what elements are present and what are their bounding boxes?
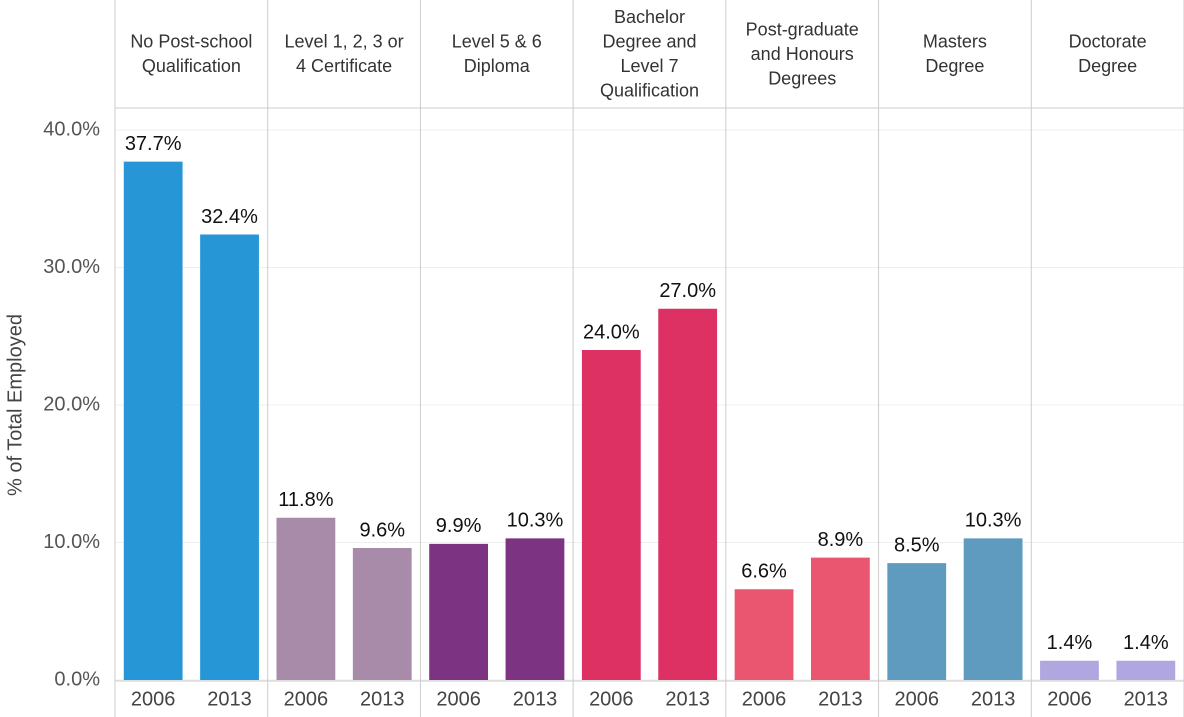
x-tick-label: 2013 (360, 688, 405, 710)
x-tick-label: 2013 (971, 688, 1016, 710)
bar (963, 538, 1023, 680)
x-tick-label: 2006 (742, 688, 787, 710)
value-label: 27.0% (659, 280, 716, 302)
value-label: 8.5% (894, 534, 940, 556)
group-header: Level 1, 2, 3 or (285, 32, 404, 52)
y-tick-label: 40.0% (43, 118, 100, 140)
bar (505, 538, 565, 680)
y-tick-label: 30.0% (43, 256, 100, 278)
value-label: 1.4% (1123, 632, 1169, 654)
value-label: 9.9% (436, 515, 482, 537)
group-header: Doctorate (1069, 32, 1147, 52)
value-label: 1.4% (1047, 632, 1093, 654)
value-label: 32.4% (201, 206, 258, 228)
bar (123, 161, 183, 680)
y-axis-label: % of Total Employed (4, 314, 26, 496)
value-label: 11.8% (278, 489, 333, 511)
x-tick-label: 2006 (895, 688, 940, 710)
group-header: and Honours (751, 44, 854, 64)
x-tick-label: 2006 (1047, 688, 1092, 710)
group-header: Qualification (142, 56, 241, 76)
bar (658, 308, 718, 680)
x-tick-label: 2006 (436, 688, 481, 710)
x-tick-label: 2013 (1124, 688, 1169, 710)
group-header: Level 5 & 6 (452, 32, 542, 52)
y-tick-label: 10.0% (43, 531, 100, 553)
value-label: 37.7% (125, 133, 182, 155)
group-header: Degree (1078, 56, 1137, 76)
bar (581, 350, 641, 680)
bar (276, 517, 336, 680)
bar (352, 548, 412, 680)
bar (200, 234, 259, 680)
bar (810, 557, 870, 680)
x-tick-label: 2013 (513, 688, 558, 710)
value-label: 9.6% (359, 519, 405, 541)
value-label: 8.9% (818, 529, 864, 551)
value-label: 24.0% (583, 321, 640, 343)
group-header: Qualification (600, 81, 699, 101)
group-header: Diploma (464, 56, 531, 76)
group-header: Masters (923, 32, 987, 52)
x-tick-label: 2006 (284, 688, 329, 710)
group-header: 4 Certificate (296, 56, 392, 76)
y-tick-label: 20.0% (43, 393, 100, 415)
group-header: Post-graduate (746, 19, 859, 39)
bar (1116, 660, 1176, 680)
group-header: Level 7 (620, 56, 678, 76)
bar (887, 563, 947, 680)
group-header: Bachelor (614, 7, 685, 27)
bar (734, 589, 794, 680)
y-tick-label: 0.0% (54, 668, 100, 690)
x-tick-label: 2006 (131, 688, 176, 710)
group-header: Degrees (768, 68, 836, 88)
value-label: 6.6% (741, 561, 787, 583)
x-tick-label: 2006 (589, 688, 634, 710)
x-tick-label: 2013 (207, 688, 252, 710)
x-tick-label: 2013 (665, 688, 710, 710)
bar (1040, 660, 1099, 680)
group-header: No Post-school (130, 32, 252, 52)
group-header: Degree (925, 56, 984, 76)
x-tick-label: 2013 (818, 688, 863, 710)
value-label: 10.3% (965, 510, 1022, 532)
bar (429, 543, 489, 680)
group-header: Degree and (602, 32, 696, 52)
value-label: 10.3% (507, 510, 564, 532)
